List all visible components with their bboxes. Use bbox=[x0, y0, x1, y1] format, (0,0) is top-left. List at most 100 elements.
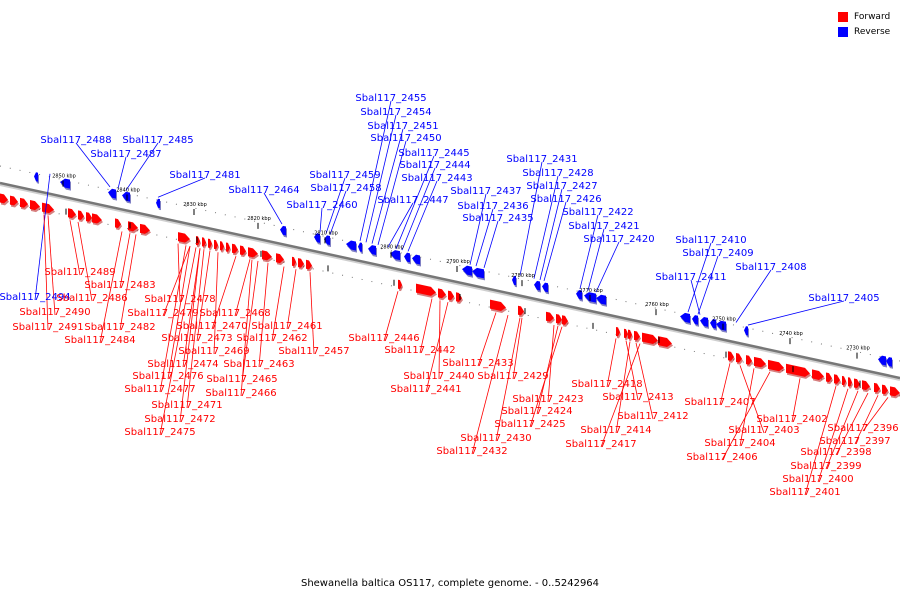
forward-gene-label[interactable]: Sbal117_2470 bbox=[176, 321, 247, 332]
forward-gene-feature[interactable] bbox=[658, 336, 673, 350]
forward-gene-feature[interactable] bbox=[416, 283, 437, 298]
forward-gene-label[interactable]: Sbal117_2418 bbox=[571, 379, 642, 390]
forward-gene-feature[interactable] bbox=[754, 356, 767, 370]
reverse-gene-label[interactable]: Sbal117_2436 bbox=[457, 201, 528, 212]
forward-gene-label[interactable]: Sbal117_2429 bbox=[477, 371, 548, 382]
reverse-gene-feature[interactable] bbox=[412, 254, 421, 267]
forward-gene-label[interactable]: Sbal117_2430 bbox=[460, 433, 531, 444]
forward-gene-feature[interactable] bbox=[214, 239, 219, 252]
forward-gene-feature[interactable] bbox=[30, 200, 41, 213]
forward-gene-feature[interactable] bbox=[862, 380, 871, 393]
reverse-gene-label[interactable]: Sbal117_2422 bbox=[562, 207, 633, 218]
forward-gene-feature[interactable] bbox=[490, 299, 507, 314]
reverse-gene-feature[interactable] bbox=[472, 267, 485, 281]
forward-gene-feature[interactable] bbox=[448, 290, 455, 303]
forward-gene-feature[interactable] bbox=[42, 202, 55, 216]
forward-gene-feature[interactable] bbox=[854, 378, 861, 391]
reverse-gene-label[interactable]: Sbal117_2485 bbox=[122, 135, 193, 146]
forward-gene-label[interactable]: Sbal117_2477 bbox=[124, 384, 195, 395]
forward-gene-feature[interactable] bbox=[226, 242, 231, 254]
reverse-gene-label[interactable]: Sbal117_2487 bbox=[90, 149, 161, 160]
reverse-gene-label[interactable]: Sbal117_2420 bbox=[583, 234, 654, 245]
forward-gene-label[interactable]: Sbal117_2406 bbox=[686, 452, 757, 463]
reverse-gene-label[interactable]: Sbal117_2431 bbox=[506, 154, 577, 165]
reverse-gene-feature[interactable] bbox=[878, 355, 887, 368]
forward-gene-feature[interactable] bbox=[812, 369, 825, 382]
forward-gene-label[interactable]: Sbal117_2489 bbox=[44, 267, 115, 278]
forward-gene-label[interactable]: Sbal117_2472 bbox=[144, 414, 215, 425]
forward-gene-feature[interactable] bbox=[140, 223, 151, 236]
reverse-gene-feature[interactable] bbox=[576, 289, 583, 302]
forward-gene-label[interactable]: Sbal117_2399 bbox=[790, 461, 861, 472]
forward-gene-label[interactable]: Sbal117_2401 bbox=[769, 487, 840, 498]
reverse-gene-label[interactable]: Sbal117_2455 bbox=[355, 93, 426, 104]
forward-gene-feature[interactable] bbox=[298, 258, 305, 270]
forward-gene-label[interactable]: Sbal117_2468 bbox=[199, 308, 270, 319]
forward-gene-feature[interactable] bbox=[398, 279, 403, 292]
forward-gene-feature[interactable] bbox=[628, 329, 633, 341]
forward-gene-feature[interactable] bbox=[86, 212, 93, 224]
forward-gene-feature[interactable] bbox=[292, 256, 297, 269]
forward-gene-label[interactable]: Sbal117_2490 bbox=[19, 307, 90, 318]
forward-gene-label[interactable]: Sbal117_2414 bbox=[580, 425, 651, 436]
forward-gene-label[interactable]: Sbal117_2402 bbox=[756, 414, 827, 425]
forward-gene-feature[interactable] bbox=[276, 253, 285, 266]
forward-gene-label[interactable]: Sbal117_2476 bbox=[132, 371, 203, 382]
forward-gene-label[interactable]: Sbal117_2471 bbox=[151, 400, 222, 411]
reverse-gene-label[interactable]: Sbal117_2464 bbox=[228, 185, 299, 196]
forward-gene-label[interactable]: Sbal117_2413 bbox=[602, 392, 673, 403]
reverse-gene-feature[interactable] bbox=[280, 225, 287, 238]
reverse-gene-label[interactable]: Sbal117_2447 bbox=[377, 195, 448, 206]
forward-gene-label[interactable]: Sbal117_2400 bbox=[782, 474, 853, 485]
forward-gene-feature[interactable] bbox=[546, 311, 555, 324]
forward-gene-label[interactable]: Sbal117_2478 bbox=[144, 294, 215, 305]
reverse-gene-feature[interactable] bbox=[108, 188, 117, 201]
reverse-gene-feature[interactable] bbox=[390, 250, 401, 263]
forward-gene-feature[interactable] bbox=[68, 208, 77, 221]
reverse-gene-label[interactable]: Sbal117_2426 bbox=[530, 194, 601, 205]
reverse-gene-feature[interactable] bbox=[512, 275, 517, 288]
reverse-gene-label[interactable]: Sbal117_2428 bbox=[522, 168, 593, 179]
forward-gene-label[interactable]: Sbal117_2465 bbox=[206, 374, 277, 385]
reverse-gene-feature[interactable] bbox=[700, 317, 709, 329]
forward-gene-feature[interactable] bbox=[20, 197, 29, 210]
reverse-gene-label[interactable]: Sbal117_2488 bbox=[40, 135, 111, 146]
reverse-gene-label[interactable]: Sbal117_2451 bbox=[367, 121, 438, 132]
reverse-gene-label[interactable]: Sbal117_2409 bbox=[682, 248, 753, 259]
reverse-gene-feature[interactable] bbox=[710, 318, 717, 331]
forward-gene-label[interactable]: Sbal117_2412 bbox=[617, 411, 688, 422]
forward-gene-label[interactable]: Sbal117_2442 bbox=[384, 345, 455, 356]
forward-gene-feature[interactable] bbox=[848, 377, 853, 389]
forward-gene-feature[interactable] bbox=[826, 372, 833, 385]
forward-gene-label[interactable]: Sbal117_2398 bbox=[800, 447, 871, 458]
reverse-gene-feature[interactable] bbox=[542, 282, 549, 295]
forward-gene-feature[interactable] bbox=[438, 288, 447, 301]
forward-gene-feature[interactable] bbox=[890, 386, 900, 399]
forward-gene-label[interactable]: Sbal117_2441 bbox=[390, 384, 461, 395]
forward-gene-feature[interactable] bbox=[306, 259, 313, 272]
forward-gene-label[interactable]: Sbal117_2479 bbox=[127, 308, 198, 319]
forward-gene-feature[interactable] bbox=[240, 245, 247, 258]
reverse-gene-label[interactable]: Sbal117_2437 bbox=[450, 186, 521, 197]
reverse-gene-label[interactable]: Sbal117_2421 bbox=[568, 221, 639, 232]
forward-gene-feature[interactable] bbox=[642, 332, 659, 346]
reverse-gene-feature[interactable] bbox=[680, 312, 691, 325]
forward-gene-feature[interactable] bbox=[634, 330, 641, 343]
forward-gene-label[interactable]: Sbal117_2433 bbox=[442, 358, 513, 369]
forward-gene-label[interactable]: Sbal117_2475 bbox=[124, 427, 195, 438]
forward-gene-label[interactable]: Sbal117_2425 bbox=[494, 419, 565, 430]
forward-gene-label[interactable]: Sbal117_2397 bbox=[819, 436, 890, 447]
reverse-gene-label[interactable]: Sbal117_2450 bbox=[370, 133, 441, 144]
forward-gene-label[interactable]: Sbal117_2407 bbox=[684, 397, 755, 408]
forward-gene-feature[interactable] bbox=[616, 326, 621, 339]
forward-gene-feature[interactable] bbox=[842, 375, 847, 388]
reverse-gene-feature[interactable] bbox=[156, 198, 161, 211]
forward-gene-label[interactable]: Sbal117_2463 bbox=[223, 359, 294, 370]
forward-gene-feature[interactable] bbox=[178, 232, 191, 245]
forward-gene-feature[interactable] bbox=[92, 213, 103, 226]
reverse-gene-feature[interactable] bbox=[368, 245, 377, 257]
forward-gene-label[interactable]: Sbal117_2461 bbox=[251, 321, 322, 332]
reverse-gene-feature[interactable] bbox=[34, 172, 39, 184]
forward-gene-feature[interactable] bbox=[874, 382, 881, 395]
forward-gene-label[interactable]: Sbal117_2424 bbox=[501, 406, 572, 417]
